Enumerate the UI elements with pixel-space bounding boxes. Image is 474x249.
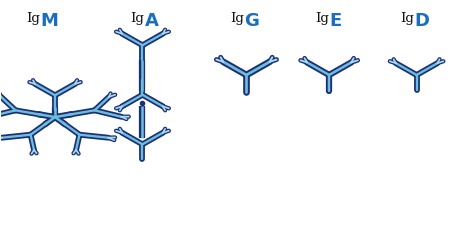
Text: G: G [244,12,259,30]
Text: Ig: Ig [315,12,329,25]
Text: E: E [329,12,341,30]
Text: M: M [41,12,59,30]
Text: Ig: Ig [400,12,414,25]
Text: Ig: Ig [131,12,145,25]
Text: A: A [145,12,159,30]
Text: D: D [414,12,429,30]
Text: Ig: Ig [27,12,41,25]
Text: Ig: Ig [230,12,244,25]
